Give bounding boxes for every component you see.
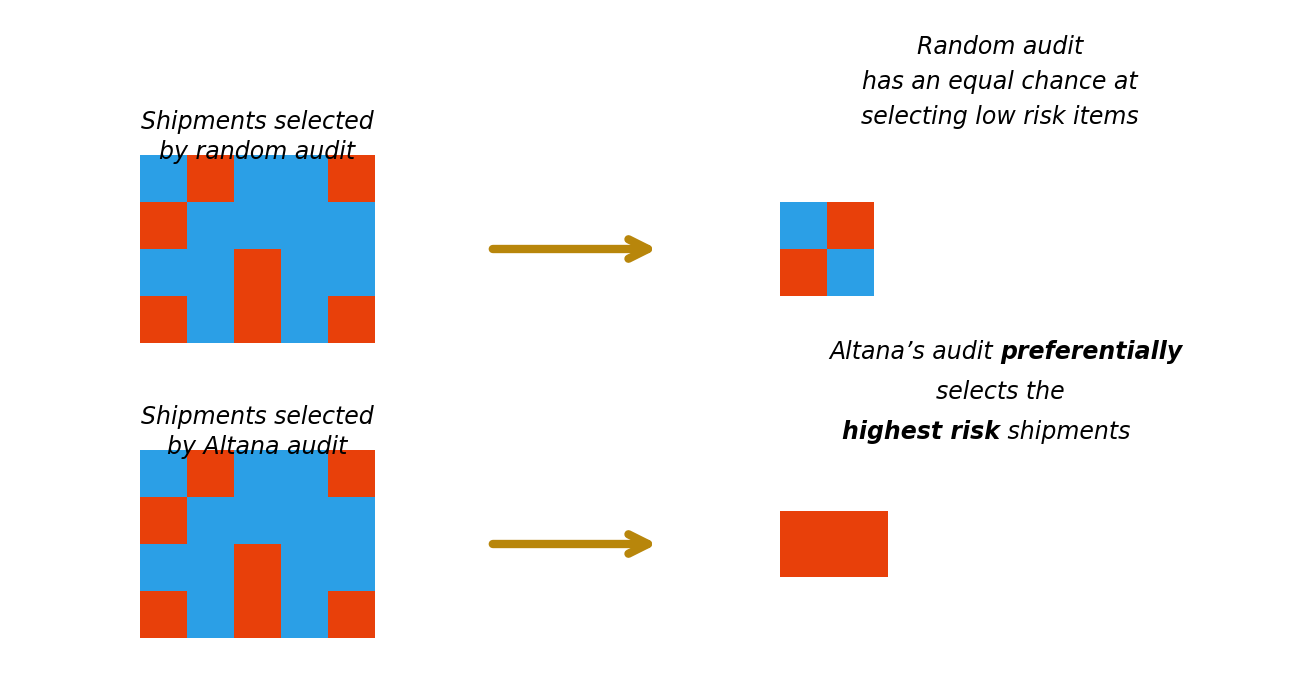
Bar [280, 202, 329, 249]
Text: selecting low risk items: selecting low risk items [861, 105, 1138, 129]
Bar [140, 249, 186, 296]
Bar [186, 249, 233, 296]
Text: Shipments selected: Shipments selected [141, 110, 374, 134]
Text: Random audit: Random audit [917, 35, 1084, 59]
Text: by Altana audit: by Altana audit [167, 435, 348, 459]
Bar [780, 511, 888, 577]
Bar [140, 450, 186, 497]
Bar [827, 249, 874, 296]
Bar [329, 202, 376, 249]
Bar [280, 155, 329, 202]
Bar [233, 249, 280, 296]
Text: preferentially: preferentially [1000, 340, 1183, 364]
Bar [140, 296, 186, 343]
Bar [186, 155, 233, 202]
Bar [329, 155, 376, 202]
Bar [329, 296, 376, 343]
Bar [233, 497, 280, 544]
Bar [329, 249, 376, 296]
Bar [780, 249, 827, 296]
Bar [280, 249, 329, 296]
Bar [233, 155, 280, 202]
Bar [186, 497, 233, 544]
Bar [280, 296, 329, 343]
Bar [233, 296, 280, 343]
Bar [233, 202, 280, 249]
Bar [233, 450, 280, 497]
Bar [280, 497, 329, 544]
Bar [329, 544, 376, 591]
Bar [280, 450, 329, 497]
Bar [140, 544, 186, 591]
Text: Altana’s audit: Altana’s audit [829, 340, 1000, 364]
Bar [329, 450, 376, 497]
Bar [140, 202, 186, 249]
Bar [827, 202, 874, 249]
Bar [140, 155, 186, 202]
Bar [233, 591, 280, 638]
Bar [280, 591, 329, 638]
Bar [186, 202, 233, 249]
Bar [329, 497, 376, 544]
Bar [186, 544, 233, 591]
Bar [280, 544, 329, 591]
Text: selects the: selects the [936, 380, 1064, 404]
Bar [780, 202, 827, 249]
Text: highest risk: highest risk [842, 420, 1000, 444]
Text: shipments: shipments [1000, 420, 1131, 444]
Bar [186, 296, 233, 343]
Bar [140, 497, 186, 544]
Bar [186, 591, 233, 638]
Bar [329, 591, 376, 638]
Bar [140, 591, 186, 638]
Text: has an equal chance at: has an equal chance at [862, 70, 1138, 94]
Text: by random audit: by random audit [159, 140, 356, 164]
Bar [233, 544, 280, 591]
Bar [186, 450, 233, 497]
Text: Shipments selected: Shipments selected [141, 405, 374, 429]
